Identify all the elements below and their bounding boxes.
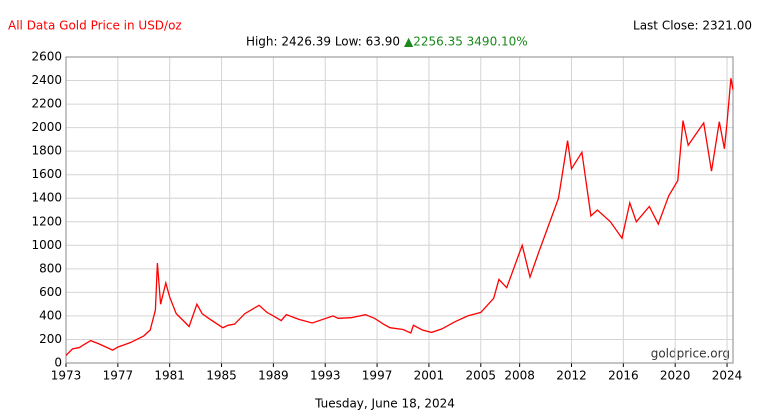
plot-border xyxy=(65,56,734,364)
y-tick-label: 1800 xyxy=(31,144,62,158)
y-tick-label: 1400 xyxy=(31,191,62,205)
x-tick-label: 2005 xyxy=(465,369,496,383)
x-tick-label: 1985 xyxy=(206,369,237,383)
x-tick-label: 1997 xyxy=(362,369,393,383)
y-tick-label: 2200 xyxy=(31,97,62,111)
x-tick-label: 2008 xyxy=(504,369,535,383)
y-tick-label: 1000 xyxy=(31,238,62,252)
x-tick-label: 1973 xyxy=(51,369,82,383)
y-tick-label: 1200 xyxy=(31,214,62,228)
x-tick-label: 1993 xyxy=(310,369,341,383)
x-tick-label: 2024 xyxy=(712,369,743,383)
x-tick-label: 1977 xyxy=(103,369,134,383)
y-tick-label: 1600 xyxy=(31,167,62,181)
change: ▲2256.35 3490.10% xyxy=(404,35,528,49)
y-tick-label: 2400 xyxy=(31,73,62,87)
x-tick-label: 2020 xyxy=(660,369,691,383)
y-tick-label: 200 xyxy=(39,332,62,346)
y-tick-label: 0 xyxy=(54,356,62,370)
subtitle: High: 2426.39 Low: 63.90 xyxy=(246,35,400,49)
y-tick-label: 2600 xyxy=(31,50,62,64)
x-tick-label: 1981 xyxy=(154,369,185,383)
price-line xyxy=(65,78,734,356)
y-tick-label: 400 xyxy=(39,308,62,322)
y-tick-label: 800 xyxy=(39,261,62,275)
date-label: Tuesday, June 18, 2024 xyxy=(314,397,455,411)
x-tick-label: 2001 xyxy=(414,369,445,383)
y-tick-label: 600 xyxy=(39,285,62,299)
watermark: goldprice.org xyxy=(651,347,730,361)
x-tick-label: 1989 xyxy=(258,369,289,383)
y-tick-label: 2000 xyxy=(31,120,62,134)
x-tick-label: 2016 xyxy=(608,369,639,383)
x-tick-label: 2012 xyxy=(556,369,587,383)
chart-title: All Data Gold Price in USD/oz xyxy=(8,19,182,33)
last-close: Last Close: 2321.00 xyxy=(633,19,752,33)
